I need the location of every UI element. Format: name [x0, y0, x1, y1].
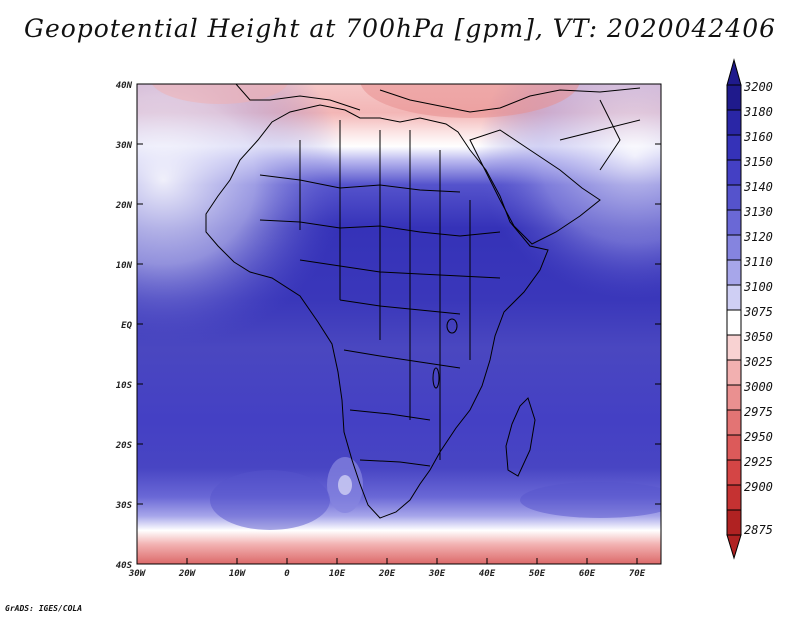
lon-label: 10W — [229, 569, 247, 579]
colorbar-label: 3075 — [744, 305, 773, 319]
colorbar-label: 3140 — [744, 180, 773, 194]
colorbar-swatch — [726, 309, 742, 336]
colorbar-swatch — [726, 359, 742, 386]
lon-label: 30E — [428, 569, 446, 579]
lat-labels: 40N 30N 20N 10N EQ 10S 20S 30S 40S — [115, 81, 133, 571]
colorbar-label: 3100 — [744, 280, 773, 294]
colorbar-swatch — [726, 234, 742, 261]
colorbar-swatch — [726, 134, 742, 161]
lat-label: EQ — [121, 321, 132, 331]
colorbar-swatch — [726, 484, 742, 511]
colorbar-label: 3150 — [744, 155, 773, 169]
colorbar-swatch — [726, 459, 742, 486]
lon-label: 30W — [128, 569, 147, 579]
credit-text: GrADS: IGES/COLA — [5, 604, 83, 613]
colorbar-swatch — [726, 284, 742, 311]
colorbar-swatch — [726, 209, 742, 236]
lat-label: 20S — [115, 441, 133, 451]
lon-label: 60E — [579, 569, 596, 579]
lon-label: 20W — [178, 569, 197, 579]
colorbar — [726, 58, 742, 560]
colorbar-swatch — [726, 409, 742, 436]
colorbar-label: 2975 — [744, 405, 773, 419]
colorbar-top-arrow — [726, 58, 742, 86]
colorbar-label: 2950 — [744, 430, 773, 444]
lat-label: 40S — [116, 561, 133, 571]
colorbar-label: 3110 — [744, 255, 773, 269]
colorbar-swatch — [726, 509, 742, 536]
colorbar-label: 3025 — [744, 355, 773, 369]
lon-labels: 30W 20W 10W 0 10E 20E 30E 40E 50E 60E 70… — [128, 569, 646, 579]
lat-label: 10S — [116, 381, 133, 391]
colorbar-label: 3120 — [744, 230, 773, 244]
lon-ticks — [136, 558, 638, 564]
colorbar-label: 3180 — [744, 105, 773, 119]
colorbar-label: 3000 — [744, 380, 773, 394]
lat-label: 40N — [116, 81, 133, 91]
lon-label: 10E — [329, 569, 346, 579]
colorbar-swatch — [726, 109, 742, 136]
lat-label: 30N — [115, 141, 133, 151]
colorbar-swatch — [726, 334, 742, 361]
colorbar-label: 3130 — [744, 205, 773, 219]
lon-label: 0 — [284, 569, 290, 579]
height-field — [137, 84, 661, 564]
colorbar-swatch — [726, 184, 742, 211]
page-title: Geopotential Height at 700hPa [gpm], VT:… — [23, 14, 777, 43]
colorbar-label: 2900 — [744, 480, 773, 494]
lon-label: 20E — [378, 569, 396, 579]
colorbar-swatch — [726, 384, 742, 411]
colorbar-bottom-arrow — [726, 534, 742, 560]
lat-label: 20N — [115, 201, 133, 211]
colorbar-label: 2925 — [744, 455, 773, 469]
lat-ticks — [137, 83, 661, 565]
colorbar-swatch — [726, 434, 742, 461]
colorbar-swatch — [726, 259, 742, 286]
lon-label: 40E — [479, 569, 496, 579]
colorbar-swatch — [726, 159, 742, 186]
lon-label: 70E — [629, 569, 646, 579]
colorbar-label: 3200 — [744, 80, 773, 94]
colorbar-label: 3160 — [744, 130, 773, 144]
lat-label: 10N — [116, 261, 133, 271]
lon-label: 50E — [529, 569, 546, 579]
colorbar-swatch — [726, 84, 742, 111]
lat-label: 30S — [115, 501, 133, 511]
colorbar-label: 2875 — [744, 523, 773, 537]
colorbar-label: 3050 — [744, 330, 773, 344]
coastlines — [205, 84, 641, 519]
